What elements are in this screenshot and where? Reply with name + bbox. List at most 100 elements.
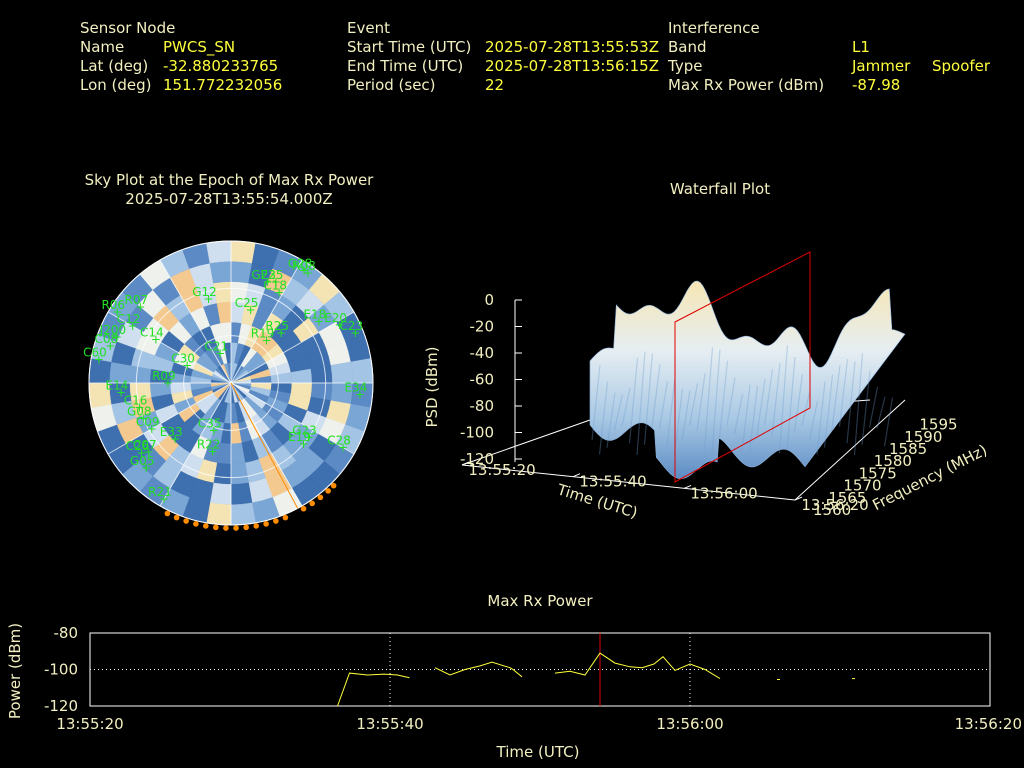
psd-streak	[748, 385, 759, 453]
time-tick-label: 13:55:20	[468, 461, 535, 479]
frequency-tick-label: 1570	[843, 477, 881, 495]
time-tick-label: 13:56:00	[690, 484, 757, 502]
frequency-tick-label: 1580	[874, 452, 912, 470]
sensor-lon-label: Lon (deg)	[80, 76, 152, 94]
interference-power-value: -87.98	[852, 76, 901, 94]
psd-tick-label: -120	[460, 450, 494, 468]
psd-tick-label: -40	[470, 344, 495, 362]
satellite-label: E18	[303, 307, 326, 321]
psd-streak	[756, 378, 766, 436]
satellite-marker: +	[182, 358, 192, 372]
satellite-marker: +	[304, 430, 314, 444]
power-chart-title: Max Rx Power	[487, 592, 593, 610]
satellite-label: C25	[235, 296, 259, 310]
psd-streak	[591, 364, 601, 441]
satellite-label: C28	[327, 434, 351, 448]
satellite-label: C16	[124, 394, 148, 408]
interference-marker	[300, 505, 307, 512]
satellite-label: E19	[288, 430, 311, 444]
psd-streak	[786, 356, 796, 451]
frequency-tick-label: 1575	[859, 464, 897, 482]
satellite-marker: +	[314, 314, 324, 328]
interference-marker	[263, 521, 269, 527]
skyplot-title: Sky Plot at the Epoch of Max Rx Power	[84, 171, 374, 189]
satellite-marker: +	[94, 353, 104, 367]
frequency-tick-label: 1590	[904, 428, 942, 446]
psd-streak	[861, 370, 871, 445]
psd-tick-label: -60	[470, 371, 495, 389]
satellite-marker: +	[144, 445, 154, 459]
satellite-marker: +	[338, 441, 348, 455]
psd-streak	[741, 384, 751, 452]
psd-streak	[681, 389, 691, 442]
event-end-label: End Time (UTC)	[347, 57, 464, 75]
sky-grid	[88, 240, 374, 526]
frequency-tick-label: 1565	[828, 489, 866, 507]
satellite-marker: +	[263, 275, 273, 289]
psd-streak	[598, 381, 609, 455]
satellite-marker: +	[303, 266, 313, 280]
interference-marker	[273, 518, 279, 524]
interference-marker	[325, 488, 331, 494]
psd-streak	[808, 400, 819, 441]
psd-streak	[628, 357, 639, 444]
satellite-label: R22	[197, 438, 221, 452]
frequency-tick-label: 1595	[919, 416, 957, 434]
satellite-marker: +	[209, 423, 219, 437]
satellite-marker: +	[170, 432, 180, 446]
power-series	[337, 652, 855, 707]
satellite-label: R07	[125, 293, 149, 307]
satellite-label: C26	[126, 439, 150, 453]
power-xlabel: Time (UTC)	[496, 743, 580, 761]
power-y-tick-label: -100	[44, 661, 78, 679]
azimuth-spoke	[159, 259, 232, 384]
interference-marker	[183, 518, 189, 524]
power-y-tick-label: -80	[54, 624, 79, 642]
satellite-marker: +	[116, 386, 126, 400]
interference-marker	[213, 524, 219, 531]
power-ylabel: Power (dBm)	[6, 623, 24, 719]
psd-streak	[831, 364, 841, 430]
satellite-label: C23	[340, 319, 364, 333]
satellite-marker: +	[135, 401, 145, 415]
horizon-circle	[88, 240, 374, 526]
sensor-lat-value: -32.880233765	[163, 57, 279, 75]
psd-streak	[673, 388, 684, 455]
frequency-tick-label: 1585	[889, 440, 927, 458]
interference-marker	[282, 514, 289, 521]
satellite-label: E33	[160, 425, 183, 439]
time-tick	[794, 496, 803, 501]
power-x-tick-label: 13:55:20	[56, 715, 123, 733]
psd-streak	[658, 381, 669, 429]
frequency-axis	[794, 399, 906, 501]
satellite-label: J200	[99, 323, 126, 337]
psd-surface	[589, 280, 906, 480]
satellite-marker: +	[112, 305, 122, 319]
satellite-label: C21	[204, 339, 228, 353]
psd-streak	[696, 373, 706, 432]
interference-band-label: Band	[668, 38, 707, 56]
satellite-marker: +	[105, 339, 115, 353]
satellite-label: R06	[101, 298, 125, 312]
sensor-lon-value: 151.772232056	[163, 76, 283, 94]
power-x-tick-label: 13:55:40	[356, 715, 423, 733]
azimuth-spoke	[230, 311, 355, 384]
satellite-label: C08	[94, 332, 118, 346]
sensor-name-value: PWCS_SN	[163, 38, 236, 56]
satellite-marker: +	[136, 446, 146, 460]
psd-surface-body	[589, 280, 906, 480]
satellite-marker: +	[163, 376, 173, 390]
satellite-label: C18	[263, 278, 287, 292]
epoch-plane	[674, 251, 811, 483]
power-chart-frame	[89, 632, 991, 707]
interference-markers	[164, 482, 337, 531]
interference-marker	[253, 523, 260, 529]
psd-streak	[793, 373, 804, 433]
satellite-label: C07	[133, 438, 157, 452]
interference-marker	[202, 523, 209, 529]
satellite-label: C35	[198, 416, 222, 430]
satellite-marker: +	[298, 437, 308, 451]
sensor-lat-label: Lat (deg)	[80, 57, 149, 75]
